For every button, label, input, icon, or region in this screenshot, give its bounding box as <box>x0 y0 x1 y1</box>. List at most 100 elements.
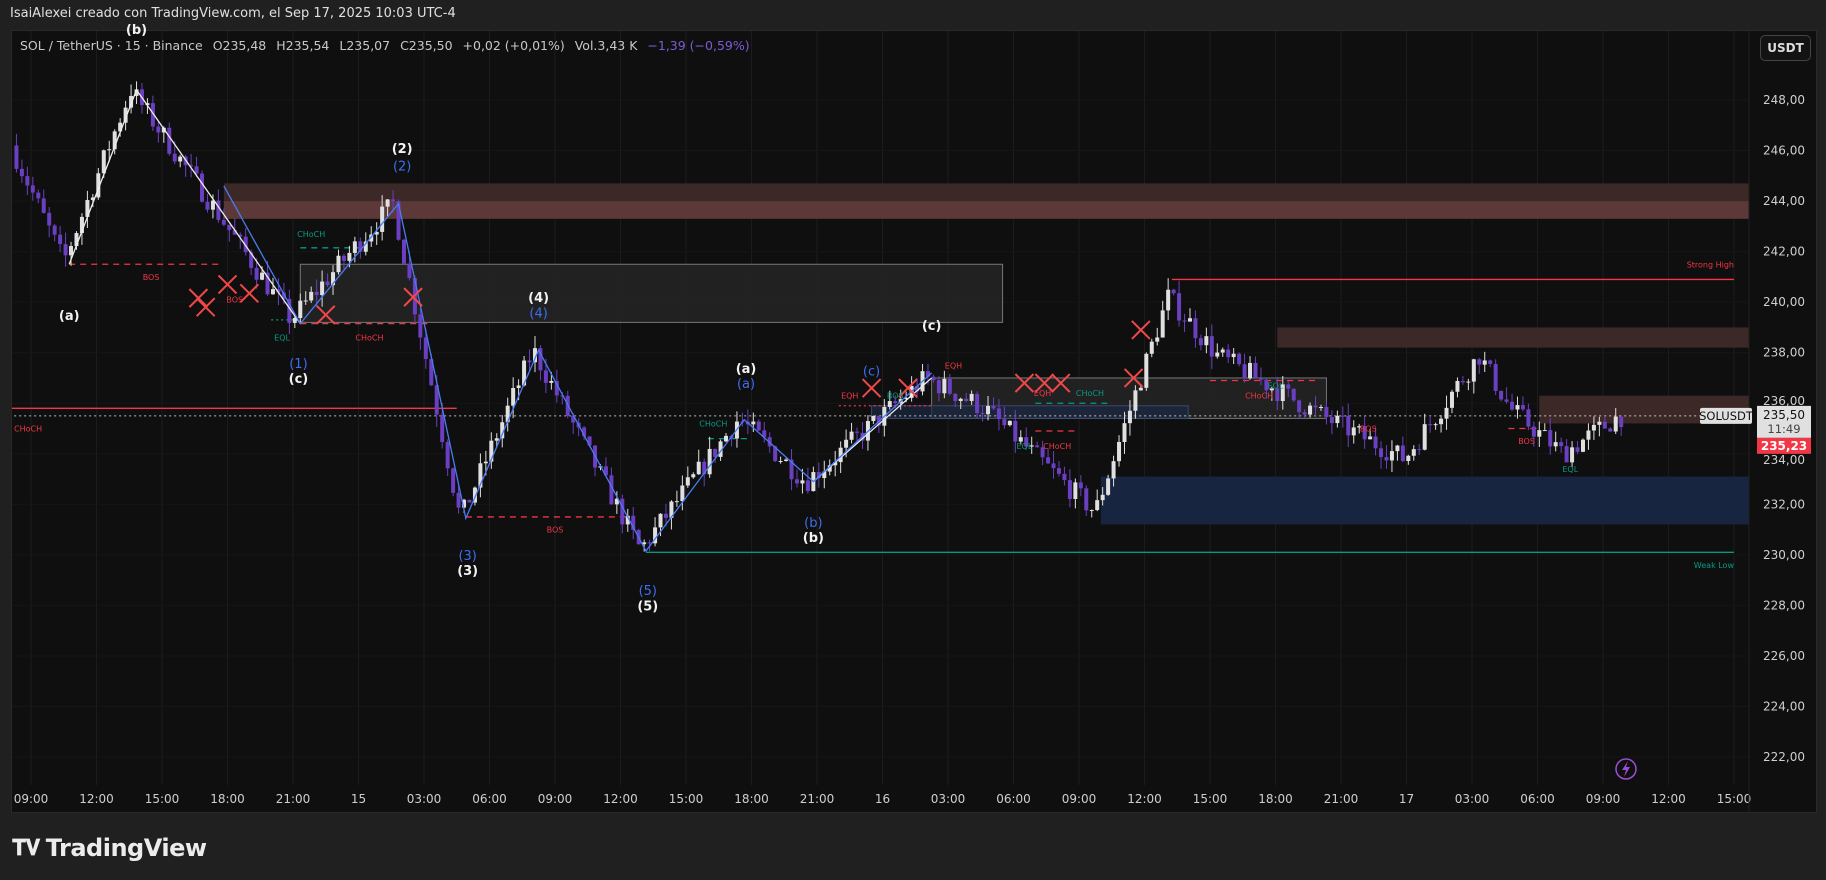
candle-body <box>980 413 985 415</box>
wave-label: (a) <box>737 377 755 392</box>
candle-body <box>270 289 275 295</box>
candle-body <box>391 199 396 202</box>
candle-body <box>669 501 674 518</box>
candle-body <box>320 281 325 296</box>
x-tick-label: 17 <box>1399 792 1414 806</box>
structure-label: BOS <box>1518 437 1535 446</box>
indicator-change: −1,39 (−0,59%) <box>647 38 750 53</box>
last-price-tag <box>1757 405 1811 438</box>
candle-body <box>1237 353 1242 365</box>
candle-body <box>1400 445 1405 461</box>
candle-body <box>1515 405 1520 410</box>
x-tick-label: 12:00 <box>1127 792 1162 806</box>
x-tick-label: 06:00 <box>472 792 507 806</box>
structure-label: EQH <box>841 392 858 401</box>
candle-body <box>150 103 155 127</box>
wave-label: (3) <box>458 549 476 564</box>
candle-body <box>423 337 428 360</box>
candle-body <box>751 421 756 425</box>
candle-body <box>707 448 712 475</box>
wave-line-white <box>68 88 301 325</box>
candle-body <box>489 440 494 462</box>
candle-body <box>41 198 46 213</box>
y-tick-label: 226,00 <box>1763 649 1805 663</box>
ohlc-open: O235,48 <box>212 38 267 53</box>
x-tick-label: 15:00 <box>669 792 704 806</box>
x-tick-label: 06:00 <box>996 792 1031 806</box>
candle-body <box>1439 418 1444 425</box>
candle-body <box>1411 449 1416 456</box>
symbol-title[interactable]: SOL / TetherUS · 15 · Binance <box>20 38 203 53</box>
candle-body <box>303 300 308 302</box>
candle-body <box>1226 349 1231 358</box>
candle-body <box>1215 352 1220 357</box>
candle-body <box>1531 426 1536 437</box>
y-tick-label: 246,00 <box>1763 144 1805 158</box>
wave-label: (1) <box>289 357 307 372</box>
x-tick-label: 03:00 <box>931 792 966 806</box>
candle-body <box>243 236 248 253</box>
candle-body <box>1149 341 1154 354</box>
wave-label: (5) <box>637 599 658 614</box>
candle-body <box>238 234 243 237</box>
candle-body <box>773 446 778 462</box>
alert-lightning-button[interactable] <box>1615 758 1637 780</box>
wave-label: (a) <box>736 362 757 377</box>
candle-body <box>1428 424 1433 426</box>
candle-body <box>778 460 783 462</box>
candle-body <box>161 127 166 133</box>
candle-body <box>74 233 79 247</box>
candle-body <box>511 387 516 406</box>
chart-panel[interactable] <box>11 30 1817 813</box>
candle-body <box>1084 488 1089 511</box>
candle-body <box>827 465 832 472</box>
candle-body <box>1182 320 1187 322</box>
candle-body <box>1122 423 1127 443</box>
candle-body <box>1133 390 1138 411</box>
x-tick-label: 18:00 <box>734 792 769 806</box>
structure-label: CHoCH <box>14 425 42 434</box>
x-mark-stroke <box>1051 373 1071 393</box>
candle-body <box>1073 482 1078 499</box>
candle-body <box>844 439 849 448</box>
candle-body <box>1460 380 1465 383</box>
symbol-price-tag <box>1700 407 1752 424</box>
candle-body <box>822 471 827 479</box>
candle-body <box>1035 445 1040 448</box>
candle-body <box>1537 430 1542 437</box>
zone-blue <box>1100 476 1749 525</box>
candle-body <box>1100 494 1105 501</box>
candle-body <box>887 401 892 407</box>
candle-body <box>1351 427 1356 436</box>
candle-body <box>833 462 838 466</box>
candle-body <box>200 173 205 202</box>
candle-body <box>167 127 172 154</box>
invalidation-x-mark <box>188 288 209 308</box>
candle-body <box>696 461 701 475</box>
candle-body <box>549 380 554 383</box>
candle-body <box>653 527 658 544</box>
candle-body <box>462 499 467 508</box>
candle-body <box>1291 388 1296 401</box>
currency-button[interactable]: USDT <box>1760 35 1811 61</box>
candle-body <box>560 395 565 397</box>
candle-body <box>418 314 423 338</box>
structure-label: CHoCH <box>1043 442 1071 451</box>
bar-countdown: 11:49 <box>1767 422 1800 436</box>
candle-body <box>58 234 63 245</box>
wave-label: (c) <box>863 364 880 379</box>
structure-label: EQH <box>1034 389 1051 398</box>
structure-label: BOS <box>547 526 564 535</box>
candle-body <box>347 252 352 261</box>
x-tick-label: 12:00 <box>79 792 114 806</box>
candle-body <box>527 360 532 363</box>
tradingview-logo[interactable]: 𝐓𝐕 TradingView <box>12 834 207 862</box>
candle-body <box>1591 424 1596 431</box>
y-tick-label: 236,00 <box>1763 394 1805 408</box>
invalidation-x-mark <box>1051 373 1071 393</box>
structure-label: EQL <box>274 334 290 343</box>
ohlc-low: L235,07 <box>339 38 391 53</box>
candle-body <box>52 225 57 235</box>
wave-label: (2) <box>392 142 413 157</box>
